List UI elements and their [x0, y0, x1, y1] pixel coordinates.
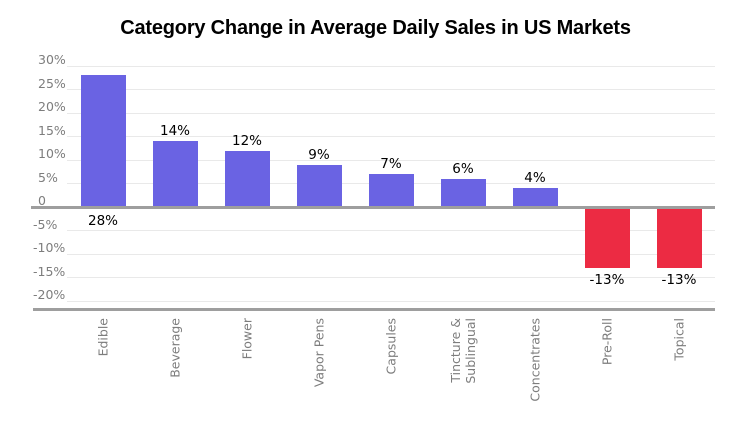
bar-topical	[656, 207, 702, 269]
x-category-label-vapor-pens: Vapor Pens	[311, 318, 327, 388]
x-category-label-pre-roll: Pre-Roll	[599, 318, 615, 366]
data-label-pre-roll: -13%	[589, 272, 625, 289]
gridline	[67, 253, 715, 255]
y-axis-tick-label: 0	[38, 193, 46, 208]
bar-capsules	[368, 174, 414, 207]
gridline	[67, 159, 715, 161]
gridline	[67, 277, 715, 278]
bar-edible	[80, 75, 126, 207]
data-label-beverage: 14%	[159, 123, 190, 140]
x-category-label-concentrates: Concentrates	[527, 318, 543, 402]
bar-beverage	[152, 141, 198, 207]
bar-concentrates	[512, 188, 558, 207]
y-axis-tick-label: 10%	[38, 146, 66, 161]
zero-baseline	[31, 206, 715, 209]
x-category-label-capsules: Capsules	[383, 318, 399, 375]
x-category-label-topical: Topical	[671, 318, 687, 361]
bar-vapor-pens	[296, 164, 342, 207]
data-label-capsules: 7%	[380, 156, 402, 173]
y-axis-tick-label: -10%	[33, 240, 66, 255]
y-axis-tick-label: 30%	[38, 52, 66, 67]
chart-title: Category Change in Average Daily Sales i…	[120, 17, 631, 39]
gridline	[67, 89, 715, 90]
y-axis-tick-label: 20%	[38, 99, 66, 114]
x-category-label-edible: Edible	[95, 318, 111, 357]
bar-pre-roll	[584, 207, 630, 269]
data-label-flower: 12%	[231, 132, 262, 149]
bar-tincture-sublingual	[440, 178, 486, 207]
data-label-tincture-sublingual: 6%	[452, 160, 474, 177]
data-label-topical: -13%	[661, 272, 697, 289]
x-category-label-flower: Flower	[239, 318, 255, 360]
gridline	[67, 112, 715, 114]
x-axis-line	[33, 308, 715, 311]
x-category-label-beverage: Beverage	[167, 318, 183, 378]
data-label-concentrates: 4%	[524, 170, 546, 187]
y-axis-tick-label: 5%	[38, 169, 58, 185]
y-axis-tick-label: 15%	[38, 122, 66, 138]
x-category-label-tincture-sublingual: Tincture & Sublingual	[448, 318, 478, 384]
bar-flower	[224, 150, 270, 207]
gridline	[67, 300, 715, 302]
gridline	[67, 65, 715, 67]
y-axis-tick-label: -20%	[33, 287, 66, 302]
data-label-edible: 28%	[87, 213, 118, 229]
data-label-vapor-pens: 9%	[308, 146, 330, 163]
y-axis-tick-label: -5%	[33, 216, 58, 232]
gridline	[67, 136, 715, 137]
y-axis-tick-label: -15%	[33, 263, 66, 279]
gridline	[67, 230, 715, 231]
y-axis-tick-label: 25%	[38, 75, 66, 91]
